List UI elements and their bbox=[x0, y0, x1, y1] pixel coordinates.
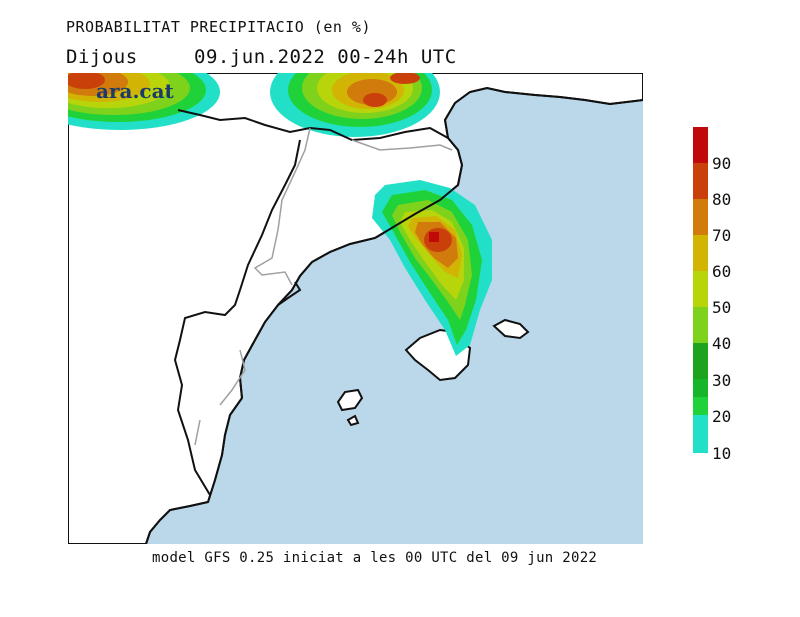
map-title: PROBABILITAT PRECIPITACIO (en %) bbox=[66, 18, 371, 36]
scale-bar: 90 80 70 60 50 40 30 20 10 bbox=[693, 127, 731, 463]
ibiza-island bbox=[336, 388, 364, 412]
scale-label-60: 60 bbox=[712, 262, 731, 281]
west-border bbox=[173, 139, 301, 496]
region-border bbox=[253, 127, 453, 286]
day-label: Dijous bbox=[66, 46, 138, 68]
scale-label-20: 20 bbox=[712, 407, 731, 426]
scale-label-10: 10 bbox=[712, 444, 731, 463]
precip-blob-northwest bbox=[68, 73, 220, 130]
scale-label-90: 90 bbox=[712, 154, 731, 173]
region-border-south bbox=[194, 349, 246, 446]
scale-label-80: 80 bbox=[712, 190, 731, 209]
formentera-island bbox=[346, 414, 360, 427]
ara-logo[interactable]: ara.cat bbox=[96, 79, 175, 103]
scale-label-30: 30 bbox=[712, 371, 731, 390]
map-subtitle: Dijous 09.jun.2022 00-24h UTC bbox=[66, 46, 457, 68]
scale-label-70: 70 bbox=[712, 226, 731, 245]
period-label: 09.jun.2022 00-24h UTC bbox=[194, 46, 457, 68]
model-footer: model GFS 0.25 iniciat a les 00 UTC del … bbox=[152, 550, 598, 566]
precip-blob-north bbox=[270, 73, 440, 137]
scale-label-50: 50 bbox=[712, 298, 731, 317]
precip-blob-coast bbox=[372, 180, 492, 356]
menorca-island bbox=[492, 318, 530, 340]
delta bbox=[277, 281, 302, 306]
scale-label-40: 40 bbox=[712, 334, 731, 353]
coastline bbox=[145, 86, 643, 544]
